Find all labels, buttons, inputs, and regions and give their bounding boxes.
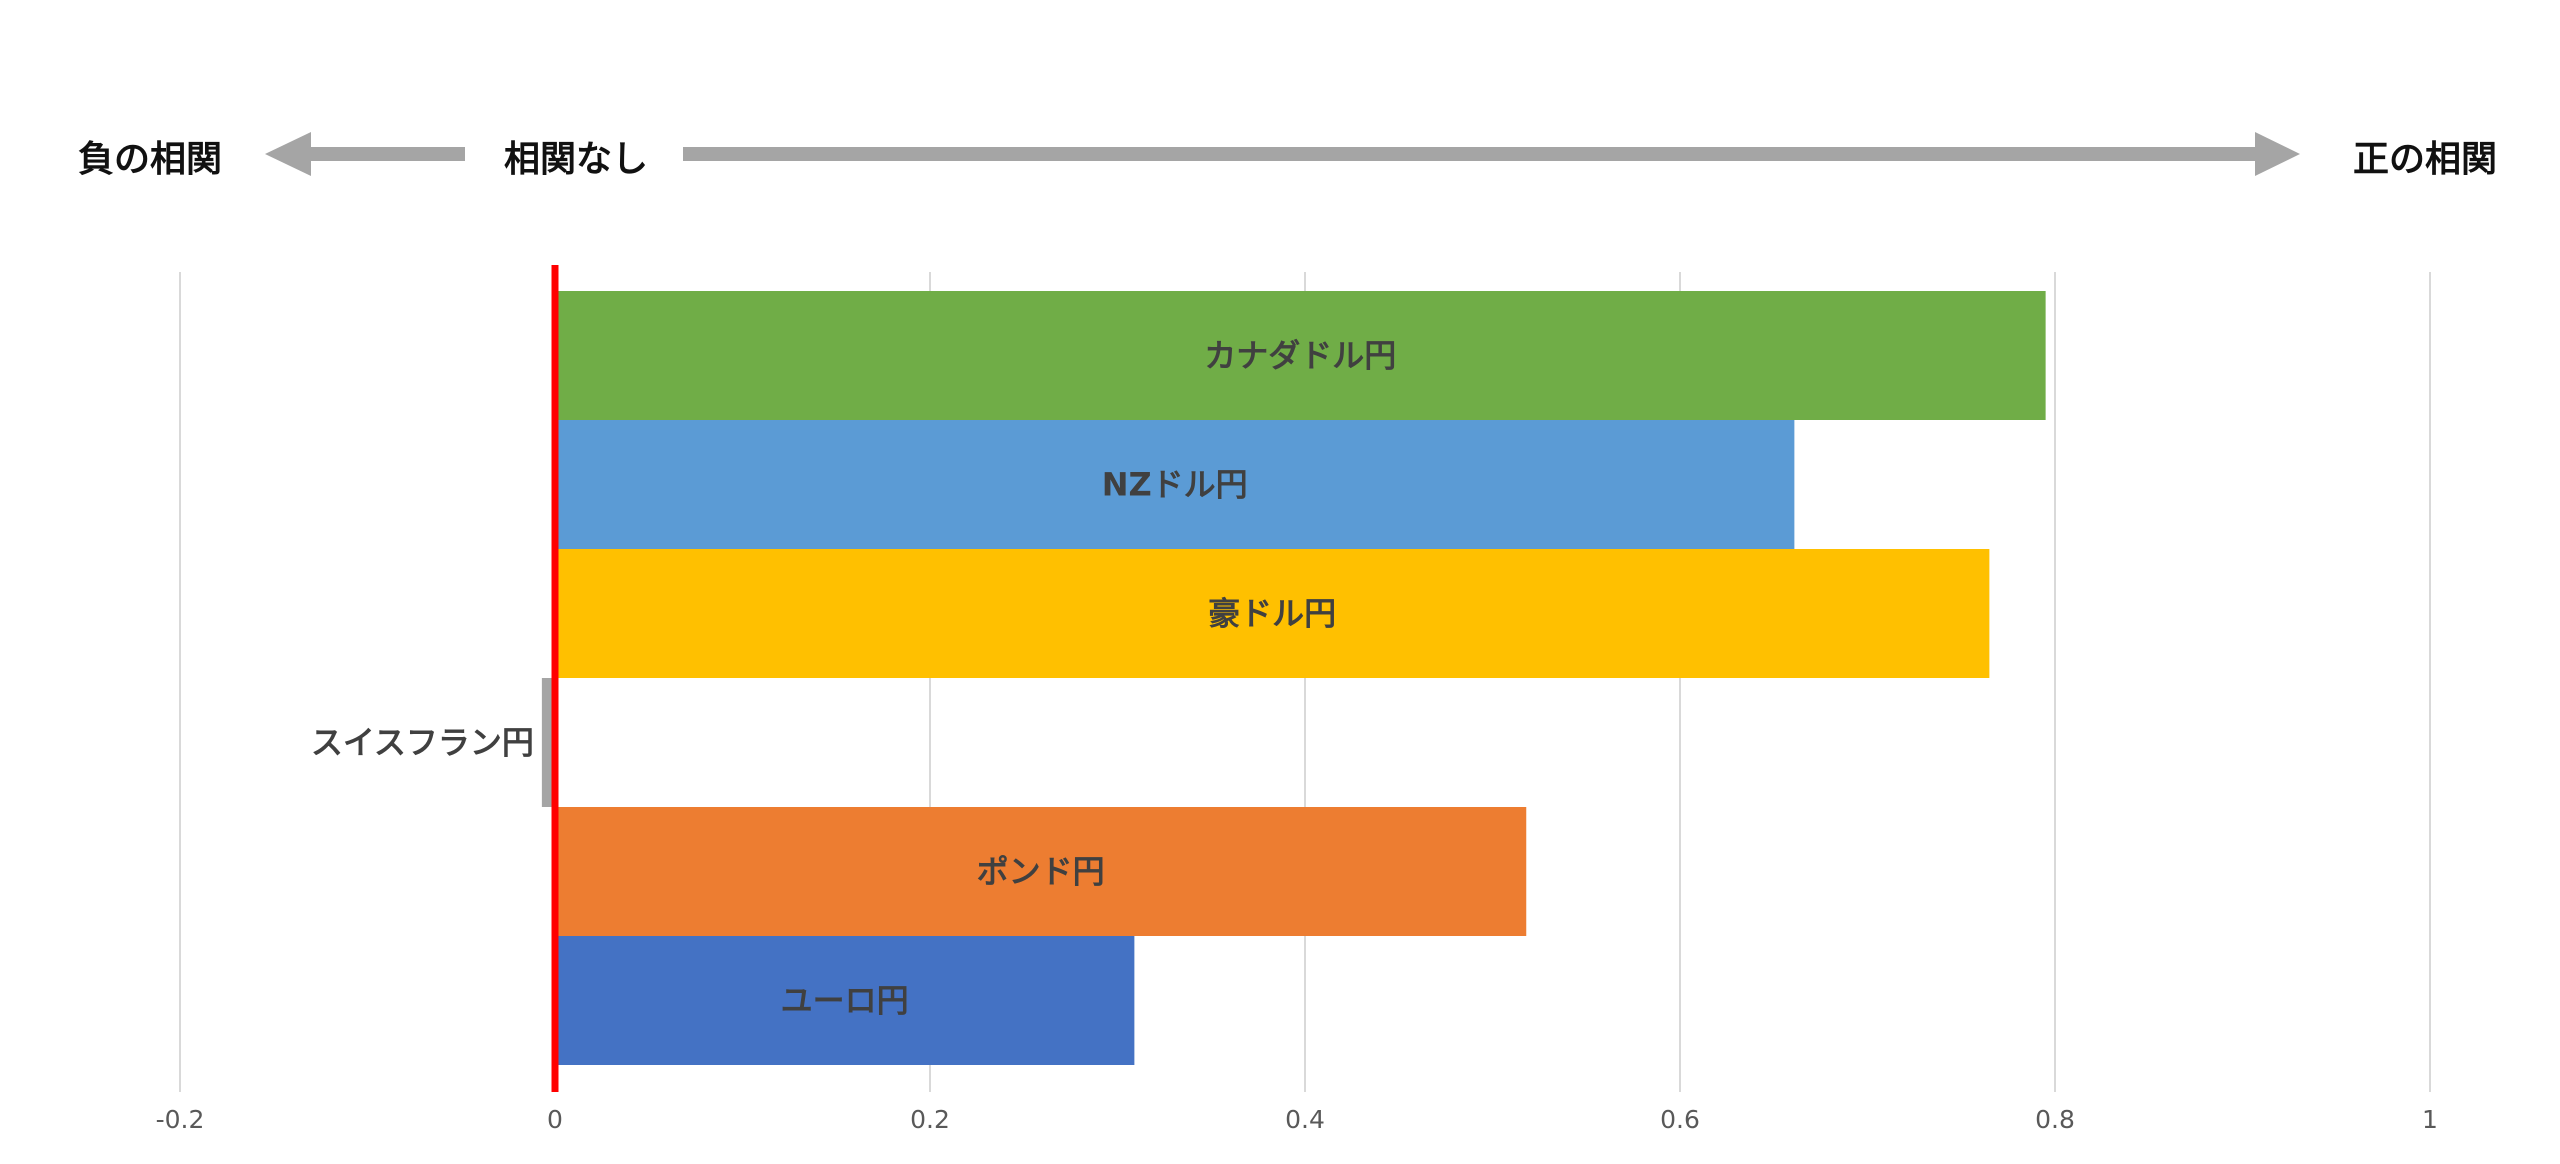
x-tick-label: 0.6	[1660, 1105, 1700, 1134]
x-tick-label: 1	[2422, 1105, 2438, 1134]
bar	[555, 807, 1527, 936]
bar-label: ユーロ円	[781, 982, 909, 1020]
bar	[555, 936, 1135, 1065]
correlation-scale-header: 負の相関 相関なし 正の相関	[78, 132, 2497, 180]
x-tick-label: -0.2	[156, 1105, 205, 1134]
bars	[541, 291, 2046, 1065]
x-tick-label: 0.8	[2035, 1105, 2075, 1134]
bar-label: スイスフラン円	[311, 724, 534, 762]
x-tick-label: 0.4	[1285, 1105, 1325, 1134]
bar-label: ポンド円	[977, 853, 1105, 891]
x-tick-label: 0	[547, 1105, 563, 1134]
bar	[555, 420, 1795, 549]
no-correlation-label: 相関なし	[504, 139, 648, 180]
bar-label: カナダドル円	[1204, 337, 1396, 375]
bar-label: NZドル円	[1102, 466, 1248, 504]
bar	[555, 549, 1990, 678]
right-arrow-icon	[683, 132, 2300, 176]
bar	[555, 291, 2046, 420]
bar-label: 豪ドル円	[1208, 595, 1336, 633]
x-axis-ticks: -0.2 0 0.2 0.4 0.6 0.8 1	[156, 1105, 2438, 1134]
left-arrow-icon	[265, 132, 465, 176]
negative-correlation-label: 負の相関	[78, 139, 222, 180]
x-tick-label: 0.2	[910, 1105, 950, 1134]
positive-correlation-label: 正の相関	[2353, 139, 2497, 180]
